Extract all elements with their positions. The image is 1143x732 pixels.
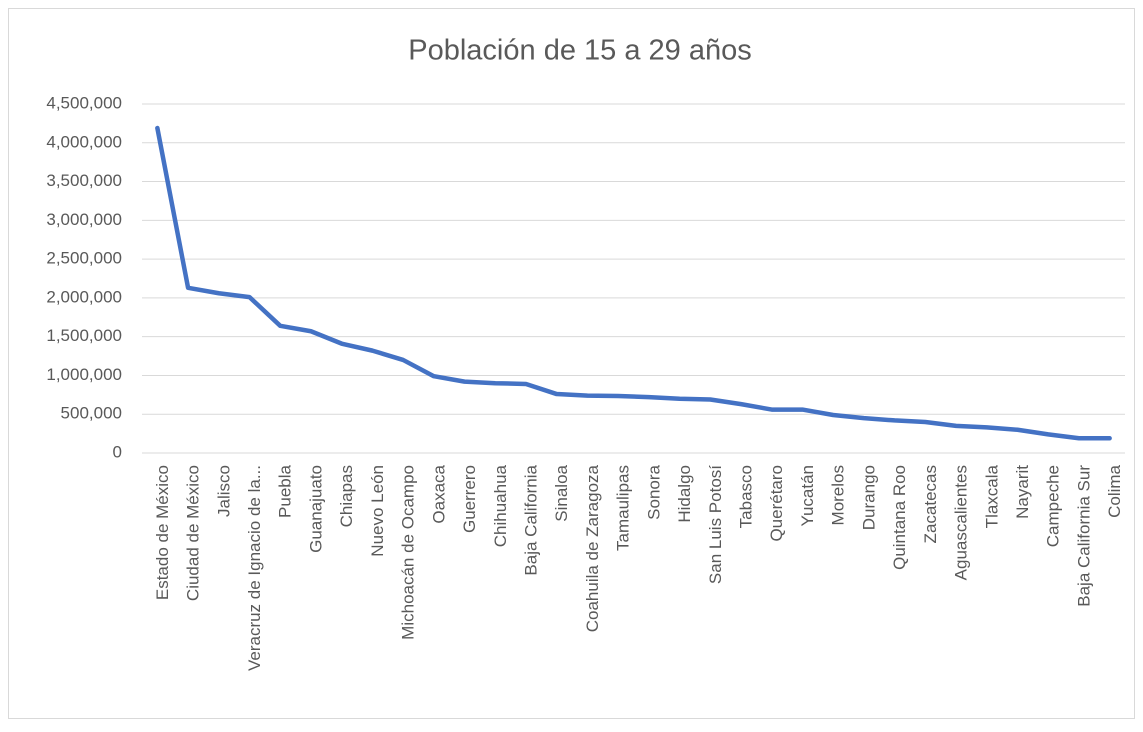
x-tick-label: Jalisco bbox=[214, 465, 233, 517]
x-tick-label: Guanajuato bbox=[306, 465, 325, 553]
y-tick-label: 4,000,000 bbox=[46, 132, 122, 151]
x-tick-label: Aguascalientes bbox=[952, 465, 971, 580]
x-tick-label: Ciudad de México bbox=[184, 465, 203, 601]
x-tick-label: Coahuila de Zaragoza bbox=[583, 464, 602, 632]
x-tick-label: Hidalgo bbox=[675, 465, 694, 523]
y-tick-label: 500,000 bbox=[61, 404, 122, 423]
y-tick-label: 2,000,000 bbox=[46, 287, 122, 306]
x-tick-label: Querétaro bbox=[767, 465, 786, 542]
y-tick-label: 3,500,000 bbox=[46, 171, 122, 190]
data-line bbox=[155, 125, 1112, 441]
x-tick-label: Baja California Sur bbox=[1074, 465, 1093, 607]
y-tick-label: 0 bbox=[113, 442, 122, 461]
x-tick-label: Durango bbox=[859, 465, 878, 530]
chart-title: Población de 15 a 29 años bbox=[408, 35, 751, 67]
x-tick-label: Oaxaca bbox=[429, 464, 448, 523]
x-tick-label: Nuevo León bbox=[368, 465, 387, 557]
x-tick-label: Chihuahua bbox=[491, 464, 510, 547]
x-tick-label: Baja California bbox=[521, 464, 540, 575]
x-tick-label: Nayarit bbox=[1013, 465, 1032, 519]
x-tick-label: Puebla bbox=[276, 464, 295, 517]
x-tick-label: Quintana Roo bbox=[890, 465, 909, 570]
x-tick-label: Veracruz de Ignacio de la... bbox=[245, 465, 264, 671]
x-tick-label: San Luis Potosí bbox=[706, 465, 725, 584]
x-tick-label: Yucatán bbox=[798, 465, 817, 526]
chart-frame bbox=[8, 8, 1135, 719]
x-tick-label: Guerrero bbox=[460, 465, 479, 533]
y-tick-label: 1,500,000 bbox=[46, 326, 122, 345]
y-tick-label: 4,500,000 bbox=[46, 93, 122, 112]
x-tick-label: Campeche bbox=[1044, 465, 1063, 547]
x-tick-label: Zacatecas bbox=[921, 465, 940, 543]
y-tick-label: 2,500,000 bbox=[46, 249, 122, 268]
y-tick-label: 1,000,000 bbox=[46, 365, 122, 384]
x-tick-label: Colima bbox=[1105, 464, 1124, 517]
x-tick-label: Tamaulipas bbox=[614, 465, 633, 551]
x-tick-label: Sinaloa bbox=[552, 464, 571, 521]
x-tick-label: Tlaxcala bbox=[982, 464, 1001, 528]
x-tick-label: Michoacán de Ocampo bbox=[399, 465, 418, 640]
x-tick-label: Sonora bbox=[644, 464, 663, 519]
x-tick-label: Chiapas bbox=[337, 465, 356, 527]
x-tick-label: Tabasco bbox=[737, 465, 756, 528]
x-tick-label: Estado de México bbox=[153, 465, 172, 600]
x-tick-label: Morelos bbox=[829, 465, 848, 525]
y-tick-label: 3,000,000 bbox=[46, 210, 122, 229]
